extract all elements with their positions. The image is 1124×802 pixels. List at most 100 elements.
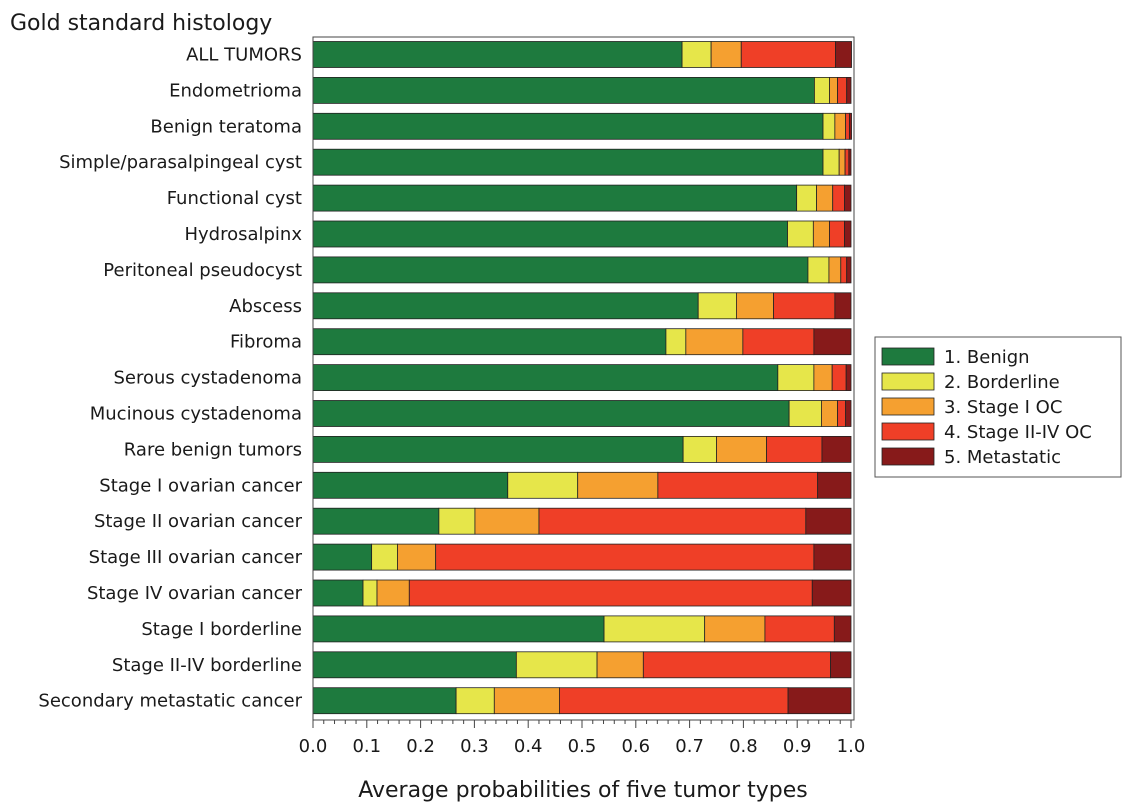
legend-swatch: [881, 447, 935, 466]
bar-segment: [538, 507, 807, 535]
category-label: Stage II ovarian cancer: [94, 511, 303, 532]
legend-label: 4. Stage II-IV OC: [944, 422, 1092, 443]
category-label: Fibroma: [230, 332, 302, 353]
legend-label: 3. Stage I OC: [944, 397, 1062, 418]
bar-segment: [657, 471, 819, 499]
category-label: Stage IV ovarian cancer: [87, 583, 303, 604]
bar-segment: [807, 256, 830, 284]
bar-segment: [312, 292, 699, 320]
category-label: Stage I ovarian cancer: [99, 475, 302, 496]
bar-segment: [844, 148, 850, 176]
bar-segment: [844, 220, 852, 248]
chart-title: Gold standard histology: [10, 11, 272, 36]
bar-segment: [312, 220, 788, 248]
bar-segment: [777, 364, 815, 392]
bar-segment: [665, 328, 687, 356]
bar-segment: [817, 471, 852, 499]
bar-segment: [682, 435, 717, 463]
category-label: Endometrioma: [169, 80, 302, 101]
bar-segment: [736, 292, 774, 320]
bar-segment: [811, 579, 852, 607]
category-label: Benign teratoma: [150, 116, 302, 137]
bar-segment: [603, 615, 706, 643]
x-tick-label: 0.2: [406, 736, 435, 757]
category-label: Stage I borderline: [141, 619, 302, 640]
bar-segment: [834, 112, 847, 140]
x-tick-label: 0.1: [352, 736, 381, 757]
bar-segment: [840, 256, 848, 284]
bar-segment: [829, 220, 845, 248]
bars: [312, 41, 852, 715]
bar-segment: [846, 77, 852, 104]
bar-segment: [742, 328, 815, 356]
bar-segment: [493, 687, 560, 715]
category-label: Hydrosalpinx: [184, 224, 302, 245]
bar-segment: [828, 256, 842, 284]
bar-segment: [438, 507, 476, 535]
bar-segment: [704, 615, 766, 643]
bar-segment: [837, 400, 847, 427]
legend-swatch: [881, 397, 935, 416]
bar-segment: [312, 435, 684, 463]
bar-segment: [845, 112, 850, 140]
x-tick-label: 0.7: [675, 736, 704, 757]
bar-segment: [832, 184, 845, 212]
bar-segment: [821, 435, 852, 463]
legend: 1. Benign 2. Borderline 3. Stage I OC 4. St…: [874, 336, 1122, 478]
bar-segment: [312, 328, 667, 356]
bar-segment: [312, 184, 798, 212]
bar-segment: [833, 615, 852, 643]
category-label: Peritoneal pseudocyst: [103, 260, 302, 281]
legend-label: 2. Borderline: [944, 372, 1060, 393]
bar-segment: [435, 543, 815, 571]
bar-segment: [787, 687, 852, 715]
bar-segment: [766, 435, 823, 463]
category-labels: ALL TUMORS Endometrioma Benign teratoma Sim…: [38, 45, 302, 712]
x-tick-label: 0.5: [568, 736, 597, 757]
bar-segment: [685, 328, 744, 356]
bar-segment: [577, 471, 659, 499]
bar-segment: [813, 543, 852, 571]
category-label: Stage II-IV borderline: [112, 655, 302, 676]
bar-segment: [813, 364, 833, 392]
x-tick-label: 0.4: [514, 736, 543, 757]
bar-segment: [710, 41, 742, 68]
bar-segment: [312, 112, 824, 140]
x-tick-label: 0.0: [299, 736, 328, 757]
bar-segment: [822, 112, 836, 140]
bar-segment: [813, 328, 852, 356]
bar-segment: [397, 543, 437, 571]
bar-segment: [805, 507, 852, 535]
bar-segment: [312, 41, 683, 68]
bar-segment: [848, 112, 852, 140]
bar-segment: [796, 184, 817, 212]
bar-segment: [474, 507, 540, 535]
bar-segment: [312, 687, 457, 715]
bar-segment: [697, 292, 737, 320]
bar-segment: [837, 77, 848, 104]
bar-segment: [831, 364, 847, 392]
legend-swatch: [881, 372, 935, 391]
bar-segment: [829, 77, 838, 104]
bar-segment: [312, 579, 364, 607]
bar-segment: [787, 220, 814, 248]
x-tick-label: 0.9: [783, 736, 812, 757]
x-tick-label: 0.6: [621, 736, 650, 757]
legend-label: 1. Benign: [944, 347, 1030, 368]
category-label: Stage III ovarian cancer: [89, 547, 303, 568]
bar-segment: [822, 148, 840, 176]
bar-segment: [312, 364, 779, 392]
x-axis: 0.0 0.1 0.2 0.3 0.4 0.5 0.6 0.7 0.8 0.9 1.0: [299, 719, 866, 757]
bar-segment: [312, 148, 824, 176]
bar-segment: [312, 256, 809, 284]
bar-segment: [764, 615, 835, 643]
category-label: Functional cyst: [167, 188, 302, 209]
bar-segment: [834, 292, 852, 320]
bar-segment: [814, 77, 830, 104]
bar-segment: [681, 41, 712, 68]
category-label: Simple/parasalpingeal cyst: [59, 152, 302, 173]
category-label: Abscess: [229, 296, 302, 317]
x-tick-label: 1.0: [837, 736, 866, 757]
x-tick-label: 0.3: [460, 736, 489, 757]
